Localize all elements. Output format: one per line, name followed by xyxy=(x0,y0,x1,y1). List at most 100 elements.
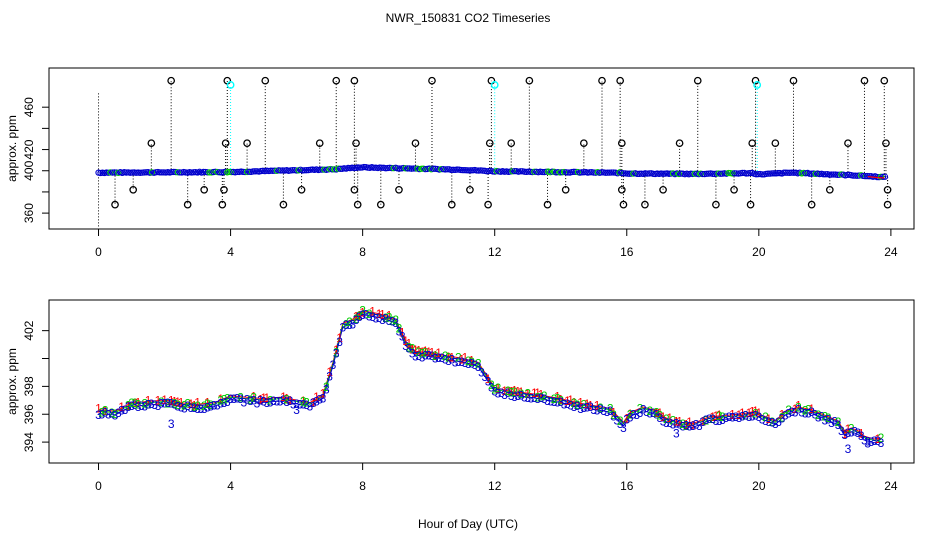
series-digit-marker: 2 xyxy=(359,304,366,318)
series-digit-marker: 2 xyxy=(511,385,518,399)
data-point xyxy=(784,169,792,176)
data-point xyxy=(243,168,251,176)
outlier-marker xyxy=(617,185,626,194)
series-digit-marker: 2 xyxy=(409,342,416,356)
series-digit-marker: 3 xyxy=(293,403,300,417)
series-digit-marker: 1 xyxy=(415,344,422,358)
series-digit-marker: 1 xyxy=(359,305,366,319)
series-digit-marker: 3 xyxy=(538,391,545,405)
series-digit-marker: 2 xyxy=(554,391,561,405)
data-point xyxy=(319,166,326,173)
data-point xyxy=(634,170,641,177)
series-digit-marker: 1 xyxy=(425,345,432,359)
series-digit-marker: 3 xyxy=(498,386,505,400)
series-digit-marker: 3 xyxy=(584,401,591,415)
series-digit-marker: 1 xyxy=(300,394,307,408)
series-digit-marker: 1 xyxy=(174,395,181,409)
series-digit-marker: 3 xyxy=(98,407,105,421)
series-digit-marker: 2 xyxy=(802,403,809,417)
data-point xyxy=(140,169,148,176)
series-digit-marker: 3 xyxy=(468,356,475,370)
series-digit-marker: 1 xyxy=(686,415,693,429)
series-digit-marker: 1 xyxy=(409,343,416,357)
series-digit-marker: 1 xyxy=(376,307,383,321)
series-line xyxy=(867,175,885,179)
x-tick-label: 24 xyxy=(884,479,898,493)
series-digit-marker: 2 xyxy=(680,417,687,431)
series-digit-marker: 3 xyxy=(716,414,723,428)
series-digit-marker: 2 xyxy=(627,408,634,422)
series-digit-marker: 3 xyxy=(759,412,766,426)
series-digit-marker: 3 xyxy=(399,330,406,344)
series-digit-marker: 3 xyxy=(382,311,389,325)
series-digit-marker: 2 xyxy=(617,414,624,428)
series-digit-marker: 3 xyxy=(165,396,172,410)
series-digit-marker: 3 xyxy=(808,405,815,419)
outlier-marker xyxy=(507,139,516,148)
series-digit-marker: 2 xyxy=(135,397,142,411)
series-digit-marker: 1 xyxy=(260,391,267,405)
data-point xyxy=(158,169,166,176)
series-digit-marker: 1 xyxy=(204,395,211,409)
series-digit-marker: 3 xyxy=(739,409,746,423)
series-digit-marker: 3 xyxy=(561,397,568,411)
series-digit-marker: 3 xyxy=(442,352,449,366)
data-point xyxy=(241,168,249,176)
data-point xyxy=(608,169,615,176)
series-digit-marker: 1 xyxy=(155,393,162,407)
data-point xyxy=(782,169,790,176)
series-digit-marker: 3 xyxy=(343,318,350,332)
series-digit-marker: 2 xyxy=(597,401,604,415)
series-digit-marker: 2 xyxy=(389,314,396,328)
series-digit-marker: 3 xyxy=(201,402,208,416)
series-digit-marker: 2 xyxy=(141,396,148,410)
series-digit-marker: 3 xyxy=(148,397,155,411)
series-digit-marker: 3 xyxy=(755,410,762,424)
series-digit-marker: 3 xyxy=(802,407,809,421)
series-digit-marker: 3 xyxy=(445,354,452,368)
outlier-marker xyxy=(411,139,420,148)
series-digit-marker: 3 xyxy=(822,413,829,427)
series-digit-marker: 3 xyxy=(280,393,287,407)
series-digit-marker: 3 xyxy=(643,405,650,419)
series-digit-marker: 3 xyxy=(769,415,776,429)
data-point xyxy=(457,166,465,174)
series-digit-marker: 1 xyxy=(683,417,690,431)
series-digit-marker: 2 xyxy=(581,397,588,411)
outlier-marker xyxy=(428,76,436,85)
series-digit-marker: 3 xyxy=(775,415,782,429)
series-digit-marker: 3 xyxy=(541,392,548,406)
series-digit-marker: 3 xyxy=(594,404,601,418)
series-digit-marker: 3 xyxy=(779,412,786,426)
series-digit-marker: 2 xyxy=(267,393,274,407)
series-digit-marker: 3 xyxy=(435,351,442,365)
series-digit-marker: 2 xyxy=(191,400,198,414)
series-digit-marker: 2 xyxy=(465,354,472,368)
series-digit-marker: 3 xyxy=(376,311,383,325)
outlier-marker xyxy=(641,200,649,209)
data-point xyxy=(239,168,247,176)
outlier-marker xyxy=(598,76,606,85)
series-digit-marker: 3 xyxy=(211,398,218,412)
series-digit-marker: 2 xyxy=(848,421,855,435)
series-digit-marker: 3 xyxy=(623,413,630,427)
series-digit-marker: 3 xyxy=(581,401,588,415)
data-point xyxy=(107,169,114,176)
series-digit-marker: 3 xyxy=(531,391,538,405)
series-digit-marker: 3 xyxy=(359,308,366,322)
data-point xyxy=(604,169,611,176)
series-digit-marker: 1 xyxy=(627,407,634,421)
series-digit-marker: 3 xyxy=(785,407,792,421)
series-digit-marker: 3 xyxy=(131,398,138,412)
series-digit-marker: 1 xyxy=(326,365,333,379)
series-digit-marker: 1 xyxy=(584,397,591,411)
series-digit-marker: 3 xyxy=(762,414,769,428)
plot-area xyxy=(95,76,892,228)
series-line xyxy=(98,314,882,444)
outlier-marker xyxy=(860,76,869,85)
series-digit-marker: 1 xyxy=(874,432,881,446)
series-digit-marker: 2 xyxy=(762,410,769,424)
series-digit-marker: 3 xyxy=(240,395,247,409)
series-digit-marker: 2 xyxy=(557,394,564,408)
data-point xyxy=(739,169,746,177)
